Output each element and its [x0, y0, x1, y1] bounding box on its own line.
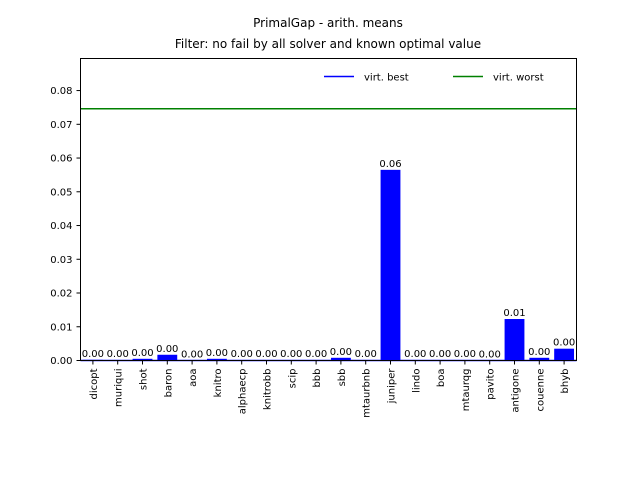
- x-tick-label-juniper: juniper: [387, 368, 398, 405]
- x-tick-label-pavito: pavito: [486, 369, 497, 400]
- x-tick-label-alphaecp: alphaecp: [238, 369, 249, 415]
- x-tick-label-aoa: aoa: [188, 369, 199, 387]
- chart-title: PrimalGap - arith. means: [253, 16, 403, 30]
- data-label-dicopt: 0.00: [82, 349, 104, 360]
- x-tick-label-baron: baron: [163, 369, 174, 398]
- bar-juniper: [381, 170, 401, 361]
- x-tick-label-sbb: sbb: [337, 369, 348, 387]
- data-label-mtaurqg: 0.00: [454, 349, 476, 360]
- data-label-lindo: 0.00: [404, 349, 426, 360]
- y-axis: 0.00 0.01 0.02 0.03 0.04 0.05 0.06 0.07 0.08: [50, 86, 80, 367]
- y-tick-label-0.03: 0.03: [50, 255, 72, 266]
- y-tick-label-0.01: 0.01: [50, 322, 72, 333]
- y-tick-label-0.05: 0.05: [50, 187, 72, 198]
- y-tick-label-0.00: 0.00: [50, 356, 72, 367]
- data-label-bbb: 0.00: [305, 349, 327, 360]
- plot-frame: [81, 59, 577, 361]
- x-tick-label-lindo: lindo: [411, 369, 422, 393]
- legend: virt. best virt. worst: [324, 73, 544, 84]
- data-label-alphaecp: 0.00: [231, 349, 253, 360]
- x-tick-label-scip: scip: [287, 369, 298, 389]
- data-label-knitrobb: 0.00: [255, 349, 277, 360]
- x-tick-label-antigone: antigone: [511, 369, 522, 413]
- reference-lines-group: [81, 109, 577, 361]
- data-label-pavito: 0.00: [479, 350, 501, 361]
- x-tick-label-dicopt: dicopt: [89, 368, 100, 399]
- data-label-shot: 0.00: [131, 348, 153, 359]
- y-tick-label-0.07: 0.07: [50, 120, 72, 131]
- x-tick-label-mtaurbnb: mtaurbnb: [362, 369, 373, 418]
- x-tick-label-muriqui: muriqui: [114, 369, 125, 407]
- data-label-mtaurbnb: 0.00: [355, 349, 377, 360]
- y-tick-label-0.02: 0.02: [50, 289, 72, 300]
- bar-antigone: [505, 319, 525, 361]
- y-tick-label-0.04: 0.04: [50, 221, 72, 232]
- x-tick-label-shot: shot: [139, 368, 150, 390]
- data-label-juniper: 0.06: [379, 159, 401, 170]
- data-label-muriqui: 0.00: [107, 349, 129, 360]
- legend-label-virt-worst: virt. worst: [493, 73, 544, 84]
- x-tick-label-knitrobb: knitrobb: [263, 369, 274, 411]
- data-label-boa: 0.00: [429, 349, 451, 360]
- data-label-knitro: 0.00: [206, 348, 228, 359]
- bars-group: [83, 170, 574, 361]
- legend-label-virt-best: virt. best: [364, 73, 409, 84]
- x-axis: dicopt muriqui shot baron aoa knitro alphaecp k…: [89, 361, 571, 418]
- data-label-couenne: 0.00: [528, 347, 550, 358]
- y-tick-label-0.06: 0.06: [50, 154, 72, 165]
- data-label-baron: 0.00: [156, 344, 178, 355]
- x-tick-label-couenne: couenne: [535, 369, 546, 412]
- data-label-scip: 0.00: [280, 349, 302, 360]
- x-tick-label-boa: boa: [436, 369, 447, 388]
- x-tick-label-mtaurqg: mtaurqg: [461, 369, 472, 412]
- data-label-aoa: 0.00: [181, 350, 203, 361]
- data-label-antigone: 0.01: [503, 308, 525, 319]
- chart-subtitle: Filter: no fail by all solver and known …: [175, 37, 481, 51]
- bar-baron: [157, 355, 177, 361]
- x-tick-label-bhyb: bhyb: [560, 369, 571, 394]
- data-label-sbb: 0.00: [330, 347, 352, 358]
- x-tick-label-bbb: bbb: [312, 369, 323, 388]
- bar-bhyb: [554, 349, 574, 361]
- data-label-bhyb: 0.00: [553, 338, 575, 349]
- y-tick-label-0.08: 0.08: [50, 86, 72, 97]
- x-tick-label-knitro: knitro: [213, 369, 224, 398]
